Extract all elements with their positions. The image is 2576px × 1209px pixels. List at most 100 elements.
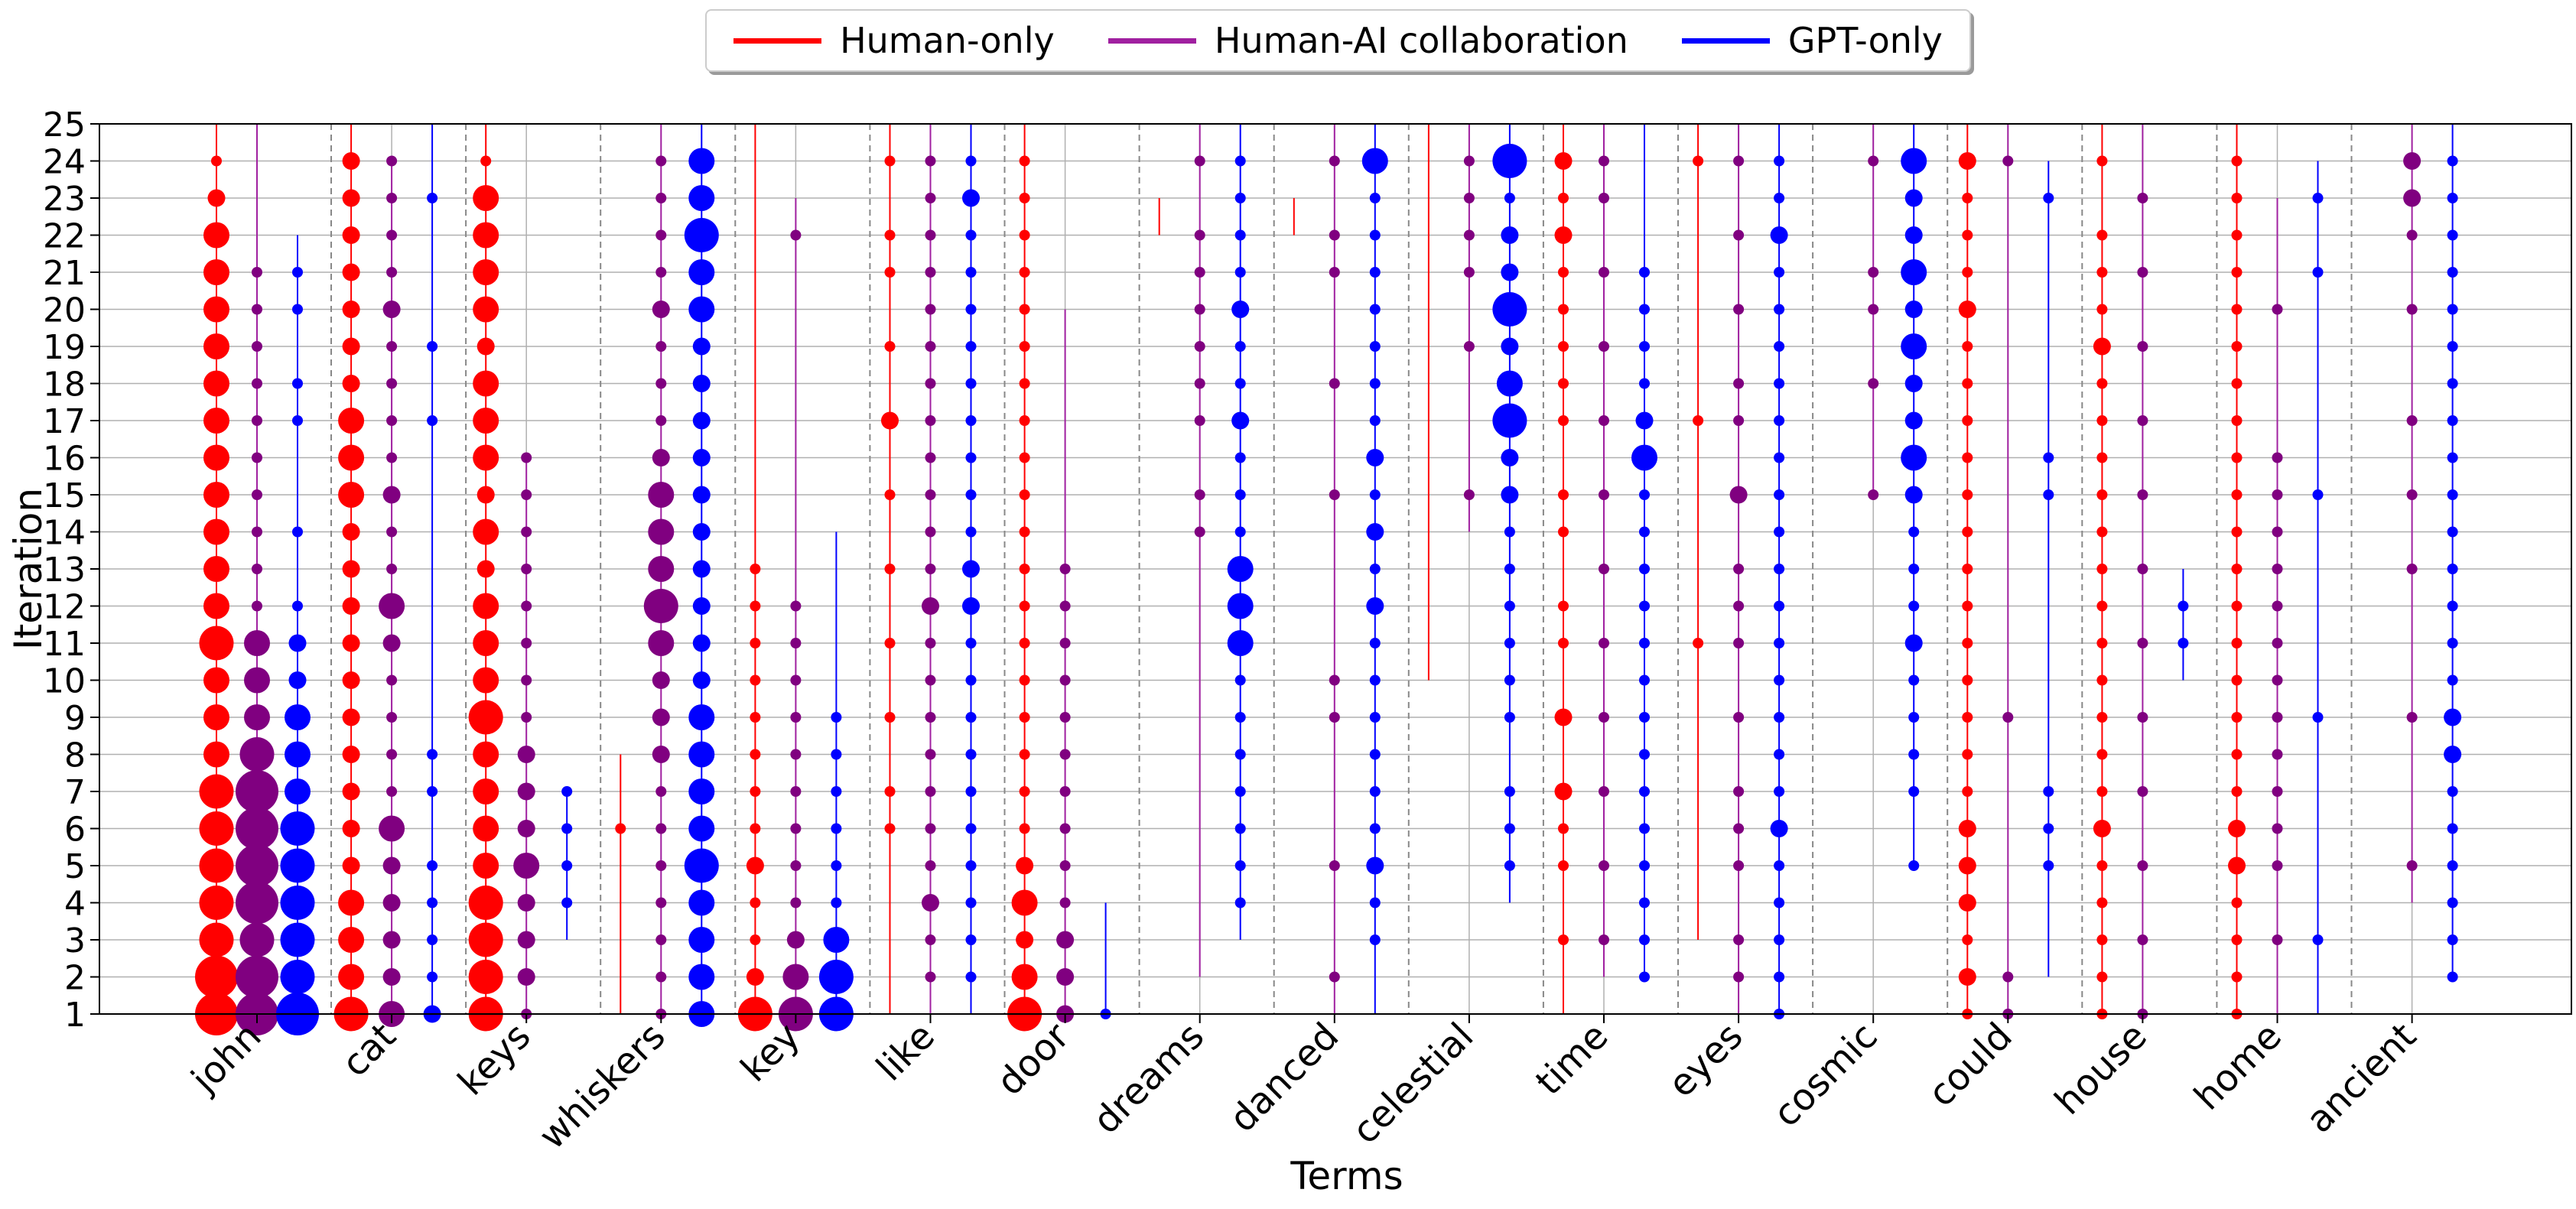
marker-point <box>386 452 398 463</box>
marker-point <box>1194 378 1205 389</box>
marker-point <box>1693 638 1704 648</box>
marker-point <box>1369 674 1381 686</box>
marker-point <box>203 556 229 582</box>
marker-point <box>925 267 936 278</box>
marker-point <box>252 526 262 538</box>
marker-point <box>1019 193 1030 203</box>
marker-point <box>199 922 234 957</box>
marker-point <box>342 523 360 541</box>
legend-item-human-ai-collaboration: Human-AI collaboration <box>1107 20 1628 61</box>
marker-point <box>2096 155 2108 167</box>
marker-point <box>1019 749 1030 760</box>
marker-point <box>2406 860 2418 871</box>
marker-point <box>2447 786 2458 797</box>
term-group-cosmic <box>1868 124 1927 871</box>
marker-point <box>2096 415 2108 426</box>
y-tick-label: 24 <box>43 143 86 182</box>
marker-point <box>1774 564 1785 574</box>
marker-point <box>655 971 667 983</box>
marker-point <box>1774 860 1785 871</box>
marker-point <box>239 922 275 957</box>
marker-point <box>2231 452 2243 463</box>
marker-point <box>1504 638 1515 648</box>
marker-point <box>1908 749 1920 760</box>
marker-point <box>561 897 573 908</box>
marker-point <box>427 193 438 203</box>
marker-point <box>688 704 715 730</box>
marker-point <box>473 222 499 249</box>
marker-point <box>1329 712 1340 723</box>
marker-point <box>1639 267 1650 278</box>
marker-point <box>1019 712 1030 723</box>
marker-point <box>1059 786 1071 797</box>
marker-point <box>2043 489 2054 500</box>
marker-point <box>1962 600 1973 612</box>
marker-point <box>1369 193 1381 203</box>
marker-point <box>965 934 977 945</box>
y-tick-label: 13 <box>43 551 86 590</box>
marker-point <box>884 823 896 834</box>
marker-point <box>884 229 896 241</box>
marker-point <box>2137 786 2148 797</box>
marker-point <box>2096 674 2108 686</box>
marker-point <box>1011 889 1038 916</box>
marker-point <box>655 897 667 908</box>
marker-point <box>688 259 715 285</box>
marker-point <box>203 518 229 545</box>
term-group-could <box>1958 124 2054 1019</box>
marker-point <box>285 704 311 730</box>
marker-point <box>1962 564 1973 574</box>
marker-point <box>2444 746 2462 763</box>
marker-point <box>2002 971 2014 983</box>
marker-point <box>2272 452 2283 463</box>
marker-point <box>884 638 896 648</box>
marker-point <box>925 712 936 723</box>
marker-point <box>962 189 980 207</box>
marker-point <box>473 259 499 285</box>
marker-point <box>203 259 229 285</box>
marker-point <box>1194 415 1205 426</box>
marker-point <box>2096 638 2108 648</box>
marker-point <box>1329 378 1340 389</box>
marker-point <box>1369 638 1381 648</box>
marker-point <box>2231 415 2243 426</box>
marker-point <box>655 378 667 389</box>
marker-point <box>1774 415 1785 426</box>
marker-point <box>652 301 670 318</box>
x-tick-label-whiskers: whiskers <box>531 1015 674 1158</box>
marker-point <box>386 267 398 278</box>
marker-point <box>2447 860 2458 871</box>
marker-point <box>473 444 499 471</box>
marker-point <box>2231 786 2243 797</box>
marker-point <box>1501 263 1519 281</box>
marker-point <box>831 749 842 760</box>
marker-point <box>239 737 275 772</box>
marker-point <box>2272 564 2283 574</box>
marker-point <box>688 815 715 842</box>
marker-point <box>965 823 977 834</box>
marker-point <box>2272 526 2283 538</box>
y-tick-label: 18 <box>43 366 86 405</box>
term-group-home <box>2228 124 2324 1019</box>
marker-point <box>1504 860 1515 871</box>
marker-point <box>922 597 939 615</box>
marker-point <box>280 922 315 957</box>
marker-point <box>2231 489 2243 500</box>
marker-point <box>1962 415 1973 426</box>
marker-point <box>1639 674 1650 686</box>
marker-point <box>1369 489 1381 500</box>
marker-point <box>1501 449 1519 466</box>
marker-point <box>965 526 977 538</box>
marker-point <box>2447 193 2458 203</box>
marker-point <box>692 375 711 392</box>
marker-point <box>1774 712 1785 723</box>
marker-point <box>342 263 360 281</box>
marker-point <box>476 337 495 356</box>
marker-point <box>1774 749 1785 760</box>
marker-point <box>342 856 360 875</box>
marker-point <box>2447 155 2458 167</box>
marker-point <box>688 741 715 768</box>
marker-point <box>1733 823 1745 834</box>
marker-point <box>684 848 719 883</box>
marker-point <box>1962 712 1973 723</box>
